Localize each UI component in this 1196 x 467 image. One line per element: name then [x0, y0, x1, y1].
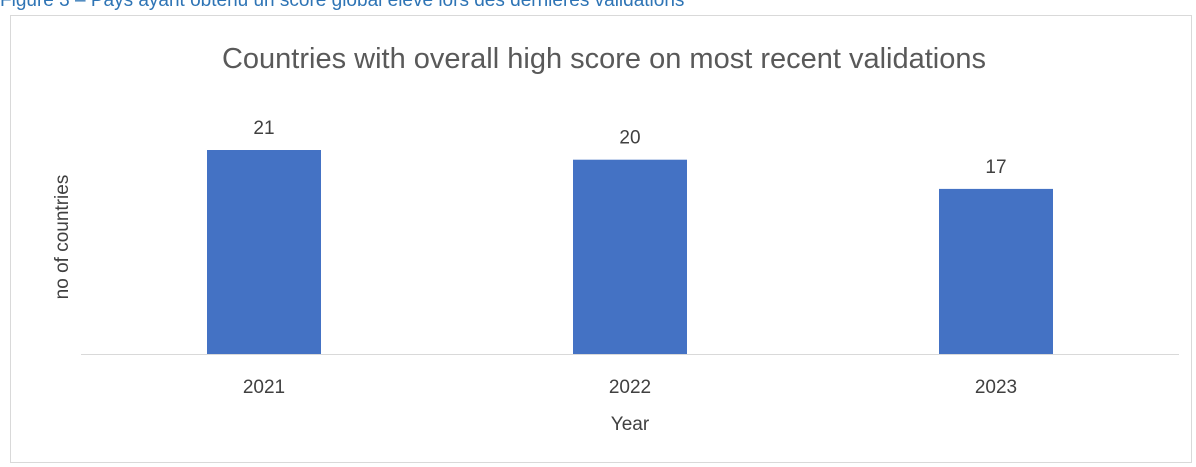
data-labels-group: 21 20 17 [253, 118, 1006, 178]
chart-title: Countries with overall high score on mos… [222, 43, 986, 75]
x-axis-label: Year [611, 414, 650, 435]
bar-2022 [573, 159, 687, 354]
category-labels-group: 2021 2022 2023 [243, 377, 1017, 398]
category-label-2022: 2022 [609, 377, 651, 398]
category-label-2021: 2021 [243, 377, 285, 398]
data-label-2022: 20 [619, 128, 640, 149]
bar-2021 [207, 150, 321, 354]
data-label-2021: 21 [253, 118, 274, 139]
bars-group [207, 150, 1053, 354]
y-axis-label: no of countries [52, 175, 73, 300]
bar-2023 [939, 188, 1053, 354]
category-label-2023: 2023 [975, 377, 1017, 398]
figure-caption: Figure 3 – Pays ayant obtenu un score gl… [0, 0, 685, 11]
data-label-2023: 17 [985, 157, 1006, 178]
